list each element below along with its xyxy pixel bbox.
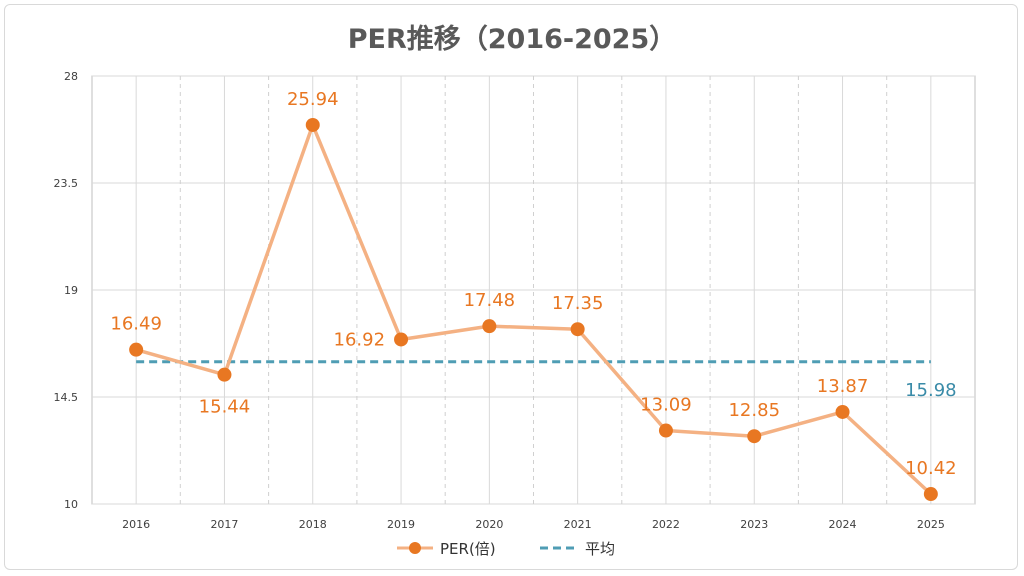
x-tick-label: 2022 (652, 518, 680, 531)
per-data-label: 16.49 (110, 314, 162, 335)
legend-avg-label: 平均 (585, 540, 615, 558)
x-tick-label: 2017 (210, 518, 238, 531)
x-tick-label: 2020 (475, 518, 503, 531)
legend-per-label: PER(倍) (440, 540, 496, 558)
per-point (482, 319, 497, 334)
y-axis-ticks: 10 14.5 19 23.5 28 (54, 70, 79, 511)
grid (91, 75, 976, 505)
per-point (129, 342, 144, 357)
per-series (129, 117, 938, 502)
per-point (658, 423, 673, 438)
per-data-label: 17.35 (552, 293, 604, 314)
data-labels: 16.49 15.44 25.94 16.92 17.48 17.35 13.09 12.85… (110, 89, 956, 479)
average-data-label: 15.98 (905, 380, 957, 401)
per-data-label: 17.48 (464, 290, 516, 311)
chart-frame (4, 4, 1018, 570)
per-point (570, 322, 585, 337)
y-tick-label: 23.5 (54, 177, 79, 190)
per-point (217, 367, 232, 382)
per-line (135, 123, 933, 496)
x-tick-label: 2023 (740, 518, 768, 531)
per-data-label: 10.42 (905, 458, 957, 479)
y-tick-label: 19 (64, 284, 78, 297)
x-tick-label: 2018 (299, 518, 327, 531)
per-data-label: 13.87 (817, 376, 869, 397)
legend: PER(倍) 平均 (397, 540, 615, 558)
x-tick-label: 2016 (122, 518, 150, 531)
per-data-label: 13.09 (640, 395, 692, 416)
per-point (305, 117, 320, 132)
per-point (835, 404, 850, 419)
per-data-label: 25.94 (287, 89, 339, 110)
y-tick-label: 14.5 (54, 391, 79, 404)
y-tick-label: 28 (64, 70, 78, 83)
x-tick-label: 2024 (829, 518, 857, 531)
x-tick-label: 2025 (917, 518, 945, 531)
x-tick-label: 2019 (387, 518, 415, 531)
per-point (923, 487, 938, 502)
y-tick-label: 10 (64, 498, 78, 511)
per-data-label: 16.92 (334, 329, 386, 350)
per-point (747, 429, 762, 444)
chart-title: PER推移（2016-2025） (348, 24, 677, 55)
per-data-label: 15.44 (199, 397, 251, 418)
per-data-label: 12.85 (728, 400, 780, 421)
per-point (394, 332, 409, 347)
legend-per-swatch-marker (409, 542, 421, 554)
x-axis-ticks: 2016 2017 2018 2019 2020 2021 2022 2023 2024 2025 (122, 518, 945, 531)
x-tick-label: 2021 (564, 518, 592, 531)
